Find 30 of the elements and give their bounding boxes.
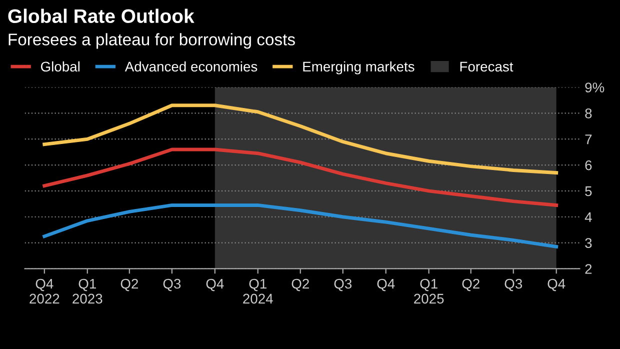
x-tick-label: Q3 (504, 278, 522, 292)
y-tick-label: 6 (585, 160, 592, 170)
legend-label: Emerging markets (303, 61, 414, 74)
x-tick-label: Q3 (163, 278, 181, 292)
x-tick-label: Q3 (334, 278, 352, 292)
line-series (42, 203, 558, 248)
x-tick-label: Q2 (462, 278, 480, 292)
x-tick-label: Q1 2024 (243, 278, 273, 304)
line-series (42, 104, 558, 175)
x-tick-label: Q4 2022 (30, 278, 60, 304)
y-tick-label: 5 (585, 186, 592, 196)
x-tick-label: Q4 (206, 278, 224, 292)
y-tick-label: 9% (585, 82, 604, 92)
x-tick-label: Q4 (548, 278, 566, 292)
y-tick-label: 4 (584, 212, 592, 222)
y-tick-label: 8 (585, 108, 592, 118)
y-tick-label: 7 (585, 134, 592, 144)
x-tick-label: Q2 (120, 278, 138, 292)
legend-label: Advanced economies (124, 61, 258, 72)
y-tick-label: 2 (585, 264, 592, 274)
chart-subtitle: Foresees a plateau for borrowing costs (8, 33, 295, 49)
y-tick-label: 3 (585, 238, 592, 248)
legend-label: Global (40, 61, 80, 72)
legend-label: Forecast (460, 62, 514, 72)
line-series (42, 148, 558, 207)
x-tick-label: Q1 2023 (72, 278, 102, 304)
chart-title: Global Rate Outlook (8, 8, 194, 24)
x-tick-label: Q1 2025 (414, 278, 444, 304)
x-tick-label: Q4 (377, 278, 395, 292)
x-tick-label: Q2 (292, 278, 309, 292)
